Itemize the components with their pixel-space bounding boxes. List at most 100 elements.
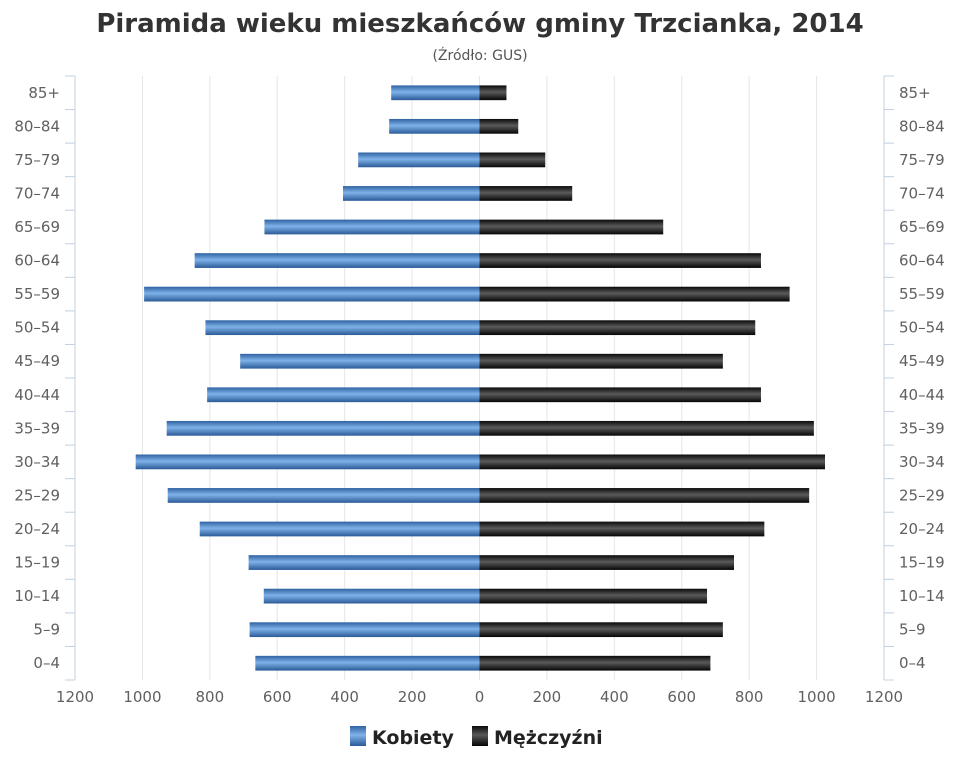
axes [65, 75, 894, 681]
chart-title: Piramida wieku mieszkańców gminy Trzcian… [96, 9, 863, 39]
y-tick-label-left: 0–4 [33, 654, 60, 672]
legend: Kobiety Mężczyźni [350, 726, 603, 749]
y-tick-label-left: 5–9 [33, 621, 60, 639]
y-tick-label-right: 85+ [899, 84, 931, 102]
y-tick-label-right: 55–59 [899, 285, 945, 303]
bars [135, 85, 826, 671]
y-tick-label-right: 0–4 [899, 654, 926, 672]
y-tick-label-left: 55–59 [14, 285, 60, 303]
y-tick-label-left: 35–39 [14, 419, 60, 437]
y-tick-label-right: 70–74 [899, 184, 945, 202]
y-tick-label-right: 30–34 [899, 453, 945, 471]
bar-kobiety-55-59[interactable] [144, 286, 480, 302]
y-tick-label-left: 30–34 [14, 453, 60, 471]
y-tick-label-right: 35–39 [899, 419, 945, 437]
bar-kobiety-0-4[interactable] [255, 655, 480, 671]
bar-mezczyzni-65-69[interactable] [479, 219, 664, 235]
x-tick-label: 600 [263, 688, 292, 706]
x-tick-label: 1200 [56, 688, 94, 706]
y-tick-label-left: 40–44 [14, 386, 60, 404]
x-axis-labels: 1200 1000 800 600 400 200 0 200 400 600 800 1000 120… [56, 688, 903, 706]
y-axis-labels-left: 0–4 5–9 10–14 15–19 20–24 25–29 30–34 35–39 40–4… [14, 84, 60, 672]
bar-mezczyzni-35-39[interactable] [479, 420, 814, 436]
bar-mezczyzni-40-44[interactable] [479, 387, 761, 403]
y-tick-label-left: 80–84 [14, 117, 60, 135]
bar-kobiety-50-54[interactable] [205, 320, 480, 336]
bar-mezczyzni-85[interactable] [479, 85, 507, 101]
bar-mezczyzni-5-9[interactable] [479, 622, 723, 638]
y-tick-label-left: 20–24 [14, 520, 60, 538]
bar-mezczyzni-55-59[interactable] [479, 286, 790, 302]
y-tick-label-left: 75–79 [14, 151, 60, 169]
bar-kobiety-60-64[interactable] [194, 253, 480, 268]
bar-kobiety-15-19[interactable] [248, 555, 480, 570]
y-tick-label-right: 15–19 [899, 554, 945, 572]
x-tick-label: 1200 [865, 688, 903, 706]
x-tick-label: 400 [330, 688, 359, 706]
y-tick-label-left: 60–64 [14, 252, 60, 270]
y-tick-label-left: 25–29 [14, 486, 60, 504]
y-tick-label-right: 20–24 [899, 520, 945, 538]
bar-mezczyzni-50-54[interactable] [479, 320, 756, 336]
legend-label-mezczyzni: Mężczyźni [494, 727, 603, 749]
bar-kobiety-45-49[interactable] [240, 353, 480, 369]
x-tick-label: 800 [196, 688, 225, 706]
y-tick-label-right: 40–44 [899, 386, 945, 404]
bar-kobiety-65-69[interactable] [264, 219, 480, 235]
y-tick-label-right: 5–9 [899, 621, 926, 639]
bar-kobiety-40-44[interactable] [207, 387, 480, 403]
y-tick-label-left: 15–19 [14, 554, 60, 572]
y-tick-label-left: 50–54 [14, 319, 60, 337]
y-tick-label-left: 45–49 [14, 352, 60, 370]
bar-kobiety-5-9[interactable] [249, 622, 480, 638]
y-tick-label-left: 85+ [28, 84, 60, 102]
y-tick-label-right: 65–69 [899, 218, 945, 236]
x-tick-label: 1000 [123, 688, 161, 706]
bar-mezczyzni-30-34[interactable] [479, 454, 826, 470]
x-tick-label: 600 [667, 688, 696, 706]
x-tick-label: 200 [398, 688, 427, 706]
y-tick-label-left: 10–14 [14, 587, 60, 605]
x-tick-label: 0 [475, 688, 485, 706]
y-tick-label-right: 10–14 [899, 587, 945, 605]
bar-mezczyzni-45-49[interactable] [479, 353, 723, 369]
y-tick-label-left: 65–69 [14, 218, 60, 236]
bar-mezczyzni-0-4[interactable] [479, 655, 711, 671]
bar-mezczyzni-10-14[interactable] [479, 588, 708, 604]
bar-kobiety-35-39[interactable] [166, 420, 480, 436]
bar-mezczyzni-15-19[interactable] [479, 555, 734, 570]
bar-kobiety-30-34[interactable] [135, 454, 480, 470]
bar-kobiety-10-14[interactable] [263, 588, 480, 604]
bar-mezczyzni-25-29[interactable] [479, 488, 810, 503]
x-tick-label: 1000 [797, 688, 835, 706]
legend-item-mezczyzni[interactable]: Mężczyźni [472, 726, 603, 749]
bar-mezczyzni-60-64[interactable] [479, 253, 761, 268]
x-tick-label: 400 [600, 688, 629, 706]
bar-kobiety-20-24[interactable] [199, 521, 480, 537]
bar-kobiety-80-84[interactable] [389, 118, 480, 134]
y-tick-label-left: 70–74 [14, 184, 60, 202]
y-axis-labels-right: 0–4 5–9 10–14 15–19 20–24 25–29 30–34 35–39 40–4… [899, 84, 945, 672]
bar-mezczyzni-70-74[interactable] [479, 186, 573, 201]
bar-kobiety-85[interactable] [391, 85, 480, 101]
bar-kobiety-25-29[interactable] [167, 488, 480, 503]
y-tick-label-right: 80–84 [899, 117, 945, 135]
y-tick-label-right: 45–49 [899, 352, 945, 370]
x-tick-label: 800 [735, 688, 764, 706]
x-tick-label: 200 [533, 688, 562, 706]
bar-kobiety-75-79[interactable] [358, 152, 480, 168]
bar-mezczyzni-75-79[interactable] [479, 152, 546, 168]
bar-mezczyzni-80-84[interactable] [479, 118, 519, 134]
chart-subtitle: (Źródło: GUS) [432, 46, 527, 64]
legend-swatch-kobiety [350, 726, 366, 746]
y-tick-label-right: 75–79 [899, 151, 945, 169]
bar-kobiety-70-74[interactable] [342, 186, 480, 201]
legend-item-kobiety[interactable]: Kobiety [350, 726, 455, 749]
y-tick-label-right: 60–64 [899, 252, 945, 270]
y-tick-label-right: 25–29 [899, 486, 945, 504]
legend-swatch-mezczyzni [472, 726, 488, 746]
y-tick-label-right: 50–54 [899, 319, 945, 337]
bar-mezczyzni-20-24[interactable] [479, 521, 765, 537]
legend-label-kobiety: Kobiety [372, 727, 455, 749]
